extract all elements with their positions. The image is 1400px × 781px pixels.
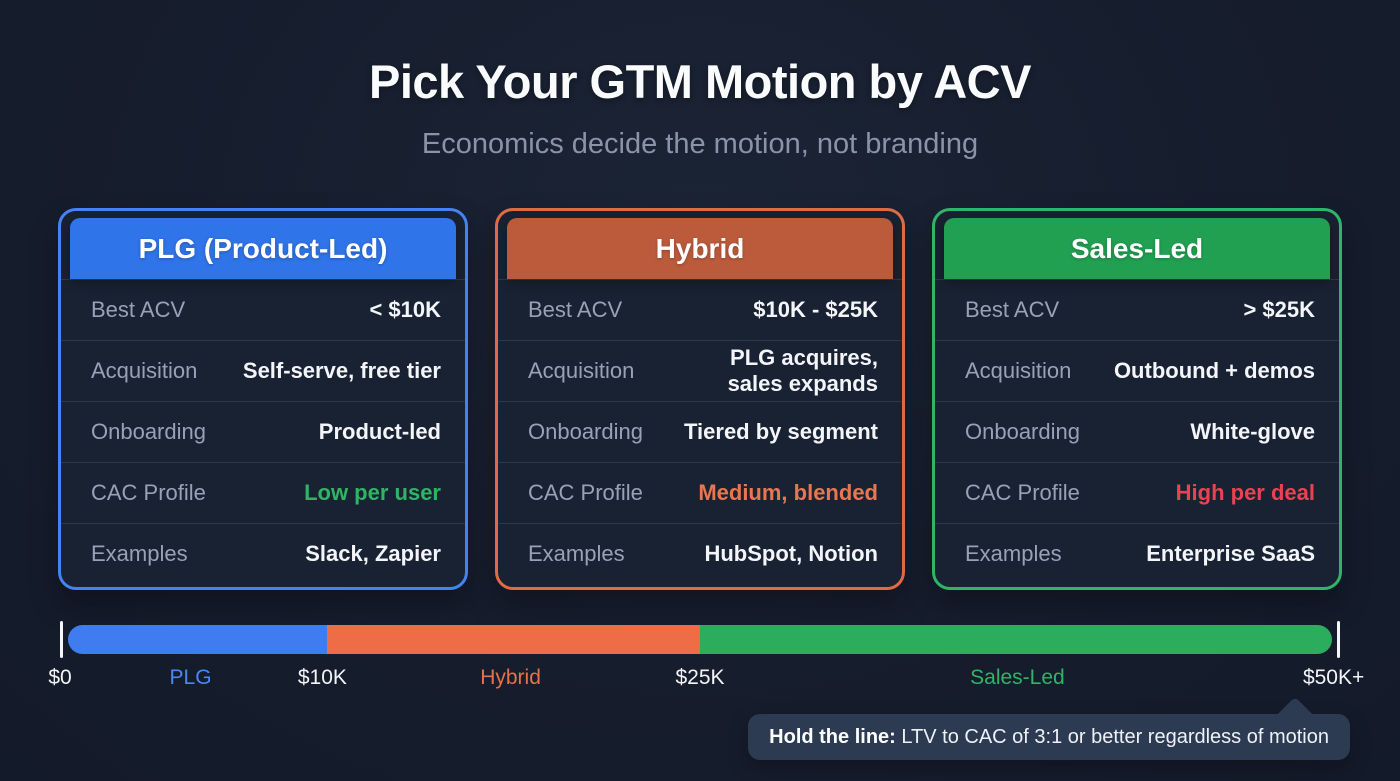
acv-scale: $0 PLG $10K Hybrid $25K Sales-Led $50K+ — [48, 619, 1364, 694]
page-title: Pick Your GTM Motion by ACV — [369, 55, 1031, 108]
card-header: Hybrid — [507, 218, 893, 279]
table-row: Best ACV $10K - $25K — [498, 279, 902, 340]
acv-scale-bar — [68, 625, 1332, 654]
row-value: Self-serve, free tier — [242, 358, 441, 384]
row-value: PLG acquires, sales expands — [727, 345, 878, 396]
table-row: Best ACV < $10K — [61, 279, 465, 340]
row-label: Best ACV — [965, 297, 1060, 322]
card-title: Sales-Led — [1070, 232, 1204, 264]
row-label: Acquisition — [91, 358, 198, 383]
row-value: Low per user — [304, 480, 441, 506]
table-row: Examples Slack, Zapier — [61, 523, 465, 584]
scale-end-tick — [1337, 621, 1340, 658]
row-label: Examples — [965, 541, 1062, 566]
table-row: Acquisition Self-serve, free tier — [61, 340, 465, 401]
row-value: HubSpot, Notion — [704, 541, 878, 567]
scale-label-10k: $10K — [297, 666, 347, 689]
row-value: High per deal — [1175, 480, 1315, 506]
scale-start-tick — [60, 621, 63, 658]
row-label: Acquisition — [528, 358, 635, 383]
callout-bold-text: Hold the line: — [769, 725, 896, 748]
row-value: Tiered by segment — [684, 419, 878, 445]
row-label: Best ACV — [528, 297, 623, 322]
table-row: Onboarding White-glove — [935, 401, 1339, 462]
table-row: Acquisition PLG acquires, sales expands — [498, 340, 902, 401]
table-row: Acquisition Outbound + demos — [935, 340, 1339, 401]
card-title: PLG (Product-Led) — [138, 232, 388, 264]
row-value: Product-led — [318, 419, 441, 445]
row-label: Onboarding — [91, 419, 206, 444]
card-header: Sales-Led — [944, 218, 1330, 279]
table-row: Examples Enterprise SaaS — [935, 523, 1339, 584]
card-body: Best ACV $10K - $25K Acquisition PLG acq… — [498, 279, 902, 587]
scale-segment-sales-led — [699, 625, 1332, 654]
row-value: Medium, blended — [698, 480, 878, 506]
table-row: Onboarding Product-led — [61, 401, 465, 462]
page-subtitle: Economics decide the motion, not brandin… — [421, 128, 979, 160]
scale-label-50k: $50K+ — [1302, 666, 1365, 689]
row-value: < $10K — [369, 297, 441, 323]
row-value: > $25K — [1243, 297, 1315, 323]
row-label: Examples — [528, 541, 625, 566]
acv-scale-labels: $0 PLG $10K Hybrid $25K Sales-Led $50K+ — [48, 666, 1364, 694]
card-title: Hybrid — [655, 232, 745, 264]
card-body: Best ACV > $25K Acquisition Outbound + d… — [935, 279, 1339, 587]
table-row: Examples HubSpot, Notion — [498, 523, 902, 584]
scale-label-hybrid: Hybrid — [480, 666, 541, 689]
gtm-card-sales-led: Sales-Led Best ACV > $25K Acquisition Ou… — [932, 208, 1342, 590]
scale-segment-plg — [68, 625, 328, 654]
table-row: CAC Profile Medium, blended — [498, 462, 902, 523]
callout-body-text: LTV to CAC of 3:1 or better regardless o… — [901, 725, 1329, 748]
row-label: CAC Profile — [965, 480, 1080, 505]
row-value: Outbound + demos — [1113, 358, 1315, 384]
scale-label-0: $0 — [48, 666, 72, 689]
callout-text: Hold the line: LTV to CAC of 3:1 or bett… — [769, 726, 1329, 749]
scale-label-25k: $25K — [675, 666, 725, 689]
scale-label-salesled: Sales-Led — [970, 666, 1065, 689]
row-value: Enterprise SaaS — [1146, 541, 1315, 567]
row-label: Examples — [91, 541, 188, 566]
row-label: Onboarding — [528, 419, 643, 444]
row-label: Acquisition — [965, 358, 1072, 383]
row-label: CAC Profile — [528, 480, 643, 505]
row-value: White-glove — [1190, 419, 1315, 445]
gtm-card-plg: PLG (Product-Led) Best ACV < $10K Acquis… — [58, 208, 468, 590]
row-label: Best ACV — [91, 297, 186, 322]
callout-tooltip: Hold the line: LTV to CAC of 3:1 or bett… — [748, 696, 1350, 760]
row-value: $10K - $25K — [753, 297, 878, 323]
row-label: CAC Profile — [91, 480, 206, 505]
table-row: Onboarding Tiered by segment — [498, 401, 902, 462]
scale-label-plg: PLG — [169, 666, 212, 689]
table-row: Best ACV > $25K — [935, 279, 1339, 340]
table-row: CAC Profile Low per user — [61, 462, 465, 523]
card-header: PLG (Product-Led) — [70, 218, 456, 279]
scale-segment-hybrid — [327, 625, 700, 654]
table-row: CAC Profile High per deal — [935, 462, 1339, 523]
acv-scale-bar-wrap — [60, 619, 1340, 659]
row-value: Slack, Zapier — [305, 541, 441, 567]
gtm-card-hybrid: Hybrid Best ACV $10K - $25K Acquisition … — [495, 208, 905, 590]
cards-row: PLG (Product-Led) Best ACV < $10K Acquis… — [58, 208, 1342, 590]
card-body: Best ACV < $10K Acquisition Self-serve, … — [61, 279, 465, 587]
row-label: Onboarding — [965, 419, 1080, 444]
